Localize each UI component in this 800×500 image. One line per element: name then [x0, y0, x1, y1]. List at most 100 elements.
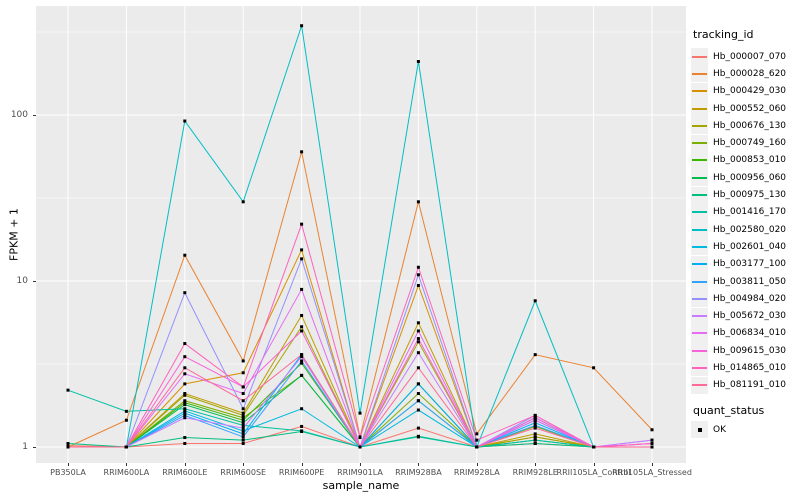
legend-item-label: Hb_000749_160: [713, 138, 787, 149]
legend-item: Hb_000007_070: [691, 48, 799, 66]
legend-title-tracking-id: tracking_id: [693, 28, 754, 41]
legend-item: Hb_000975_130: [691, 186, 799, 204]
x-tick-mark: [68, 463, 69, 466]
legend-line-swatch: [691, 273, 708, 290]
legend-item-label: Hb_003177_100: [713, 259, 787, 270]
legend-item-label: Hb_000028_620: [713, 68, 787, 79]
data-point: [533, 441, 537, 445]
data-point: [533, 416, 537, 420]
legend-item-label: Hb_001416_170: [713, 207, 787, 218]
data-point: [300, 257, 304, 261]
data-point: [416, 200, 420, 204]
x-tick-label: RRIM600LE: [162, 468, 208, 477]
data-point: [416, 60, 420, 64]
x-tick-label: RRIM928BA: [395, 468, 442, 477]
data-point: [183, 253, 187, 257]
data-point: [416, 337, 420, 341]
data-point: [592, 366, 596, 370]
x-tick-label: RRII105LA_Control: [556, 468, 631, 477]
data-point: [533, 423, 537, 427]
legend-items: Hb_000007_070 Hb_000028_620 Hb_000429_030 H…: [691, 48, 799, 394]
y-tick-mark: [33, 447, 36, 448]
legend-line-swatch: [691, 255, 708, 273]
legend-item-label: Hb_005672_030: [713, 311, 787, 322]
data-point: [183, 436, 187, 440]
x-tick-mark: [360, 463, 361, 466]
x-tick-label: RRIM901LA: [337, 468, 383, 477]
data-point: [241, 432, 245, 436]
y-tick-label: 100: [10, 110, 28, 120]
legend-item: Hb_004984_020: [691, 290, 799, 308]
x-tick-label: RRIM600LA: [103, 468, 150, 477]
legend-item: Hb_009615_030: [691, 342, 799, 360]
data-point: [416, 408, 420, 412]
data-point: [300, 407, 304, 411]
data-point: [300, 325, 304, 329]
legend-line-swatch: [691, 359, 708, 377]
data-point: [241, 421, 245, 425]
data-point: [300, 222, 304, 226]
data-point: [241, 399, 245, 403]
data-point: [183, 416, 187, 420]
data-point: [300, 429, 304, 433]
legend-line-swatch: [691, 48, 708, 66]
data-point: [300, 313, 304, 317]
data-point: [300, 24, 304, 28]
legend-item: Hb_000429_030: [691, 82, 799, 100]
data-point: [592, 445, 596, 449]
legend-line-swatch: [691, 203, 708, 221]
quant-legend-item-label: OK: [713, 424, 726, 435]
data-point: [183, 392, 187, 396]
data-point: [183, 366, 187, 370]
data-point: [183, 342, 187, 346]
legend-item-label: Hb_002601_040: [713, 241, 787, 252]
data-point: [241, 411, 245, 415]
data-point: [241, 438, 245, 442]
data-point: [650, 428, 654, 432]
legend-item-label: Hb_000007_070: [713, 51, 787, 62]
legend-item: Hb_000956_060: [691, 169, 799, 187]
quant-legend-item: OK: [691, 421, 799, 439]
data-point: [241, 435, 245, 439]
x-tick-label: RRIM928LA: [453, 468, 500, 477]
data-point: [241, 426, 245, 430]
x-tick-mark: [301, 463, 303, 466]
legend-item: Hb_003177_100: [691, 255, 799, 273]
data-point: [475, 445, 479, 449]
data-point: [241, 200, 245, 204]
x-tick-label: RRIM600SE: [220, 468, 267, 477]
legend-line-swatch: [691, 65, 708, 83]
x-tick-mark: [126, 463, 128, 466]
legend-item: Hb_081191_010: [691, 376, 799, 394]
legend-item-label: Hb_000552_060: [713, 103, 787, 114]
legend-line-swatch: [691, 117, 708, 135]
data-point: [416, 435, 420, 439]
x-tick-mark: [476, 463, 478, 466]
data-point: [183, 409, 187, 413]
legend: tracking_id Hb_000007_070 Hb_000028_620 Hb…: [691, 28, 799, 439]
legend-item: Hb_000749_160: [691, 134, 799, 152]
legend-item-label: Hb_002580_020: [713, 224, 787, 235]
data-point: [300, 424, 304, 428]
data-point: [416, 366, 420, 370]
data-point: [300, 359, 304, 363]
data-point: [416, 399, 420, 403]
data-point: [533, 426, 537, 430]
ok-point-icon: [691, 421, 708, 439]
data-point: [650, 445, 654, 449]
data-point: [241, 429, 245, 433]
data-point: [66, 445, 70, 449]
data-point: [475, 438, 479, 442]
legend-line-swatch: [691, 376, 708, 394]
legend-line-swatch: [691, 169, 708, 187]
legend-item-label: Hb_006834_010: [713, 328, 787, 339]
x-tick-label: RRIM928LE: [512, 468, 558, 477]
data-point: [183, 411, 187, 415]
legend-line-swatch: [691, 307, 708, 325]
data-point: [416, 329, 420, 333]
data-point: [533, 435, 537, 439]
legend-title-quant-status: quant_status: [693, 403, 765, 417]
data-point: [416, 265, 420, 269]
data-point: [533, 353, 537, 357]
